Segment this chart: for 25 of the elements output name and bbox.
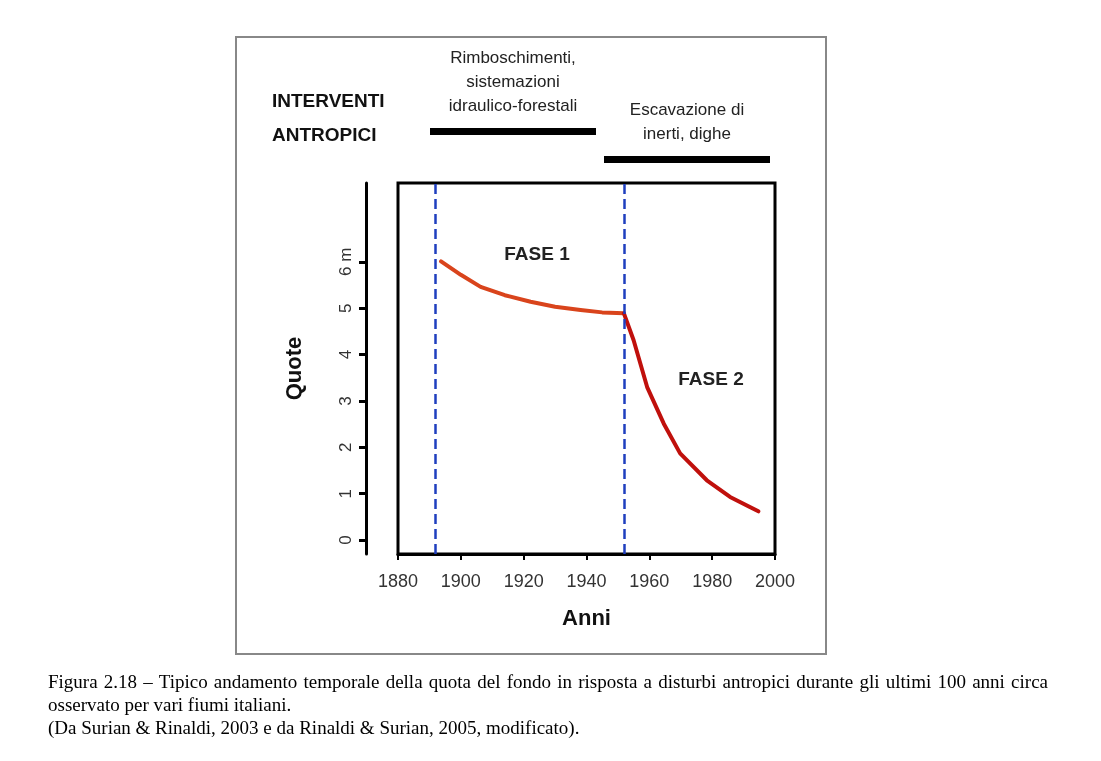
x-axis-title: Anni bbox=[562, 604, 611, 630]
x-tick-label: 1900 bbox=[440, 571, 481, 591]
x-tick-label: 1980 bbox=[692, 571, 733, 591]
y-tick-label: 6 m bbox=[336, 247, 355, 277]
y-tick-label: 4 bbox=[336, 349, 355, 360]
x-tick-label: 1940 bbox=[566, 571, 607, 591]
text: (Da Surian & Rinaldi, 2003 e da Rinaldi & Surian, 2005, modificato). bbox=[48, 716, 581, 739]
y-tick-label: 0 bbox=[336, 535, 355, 545]
y-tick-label: 1 bbox=[336, 488, 355, 499]
text: Rimboschimenti, sistemazioni idraulico-forestali bbox=[447, 47, 579, 117]
line-series bbox=[439, 259, 626, 316]
line-series bbox=[621, 311, 761, 514]
y-tick-label: 5 bbox=[336, 303, 355, 313]
y-tick-label: 3 bbox=[336, 396, 355, 406]
text: Escavazione di inerti, dighe bbox=[628, 99, 746, 145]
annotation: FASE 1 bbox=[503, 242, 571, 266]
y-axis-title: Quote bbox=[280, 336, 306, 401]
chart-title: INTERVENTI ANTROPICI bbox=[272, 89, 390, 145]
x-tick-label: 2000 bbox=[754, 571, 796, 591]
x-tick-label: 1880 bbox=[377, 571, 419, 591]
text: Figura 2.18 – Tipico andamento temporale della quota del fondo in risposta a disturbi antropici durante gli ultimi 100 anni circa osservato per vari fiumi italiani. bbox=[48, 670, 1048, 716]
x-tick-label: 1920 bbox=[503, 571, 544, 591]
y-tick-label: 2 bbox=[336, 442, 355, 453]
annotation: FASE 2 bbox=[677, 367, 745, 391]
x-tick-label: 1960 bbox=[629, 571, 670, 591]
